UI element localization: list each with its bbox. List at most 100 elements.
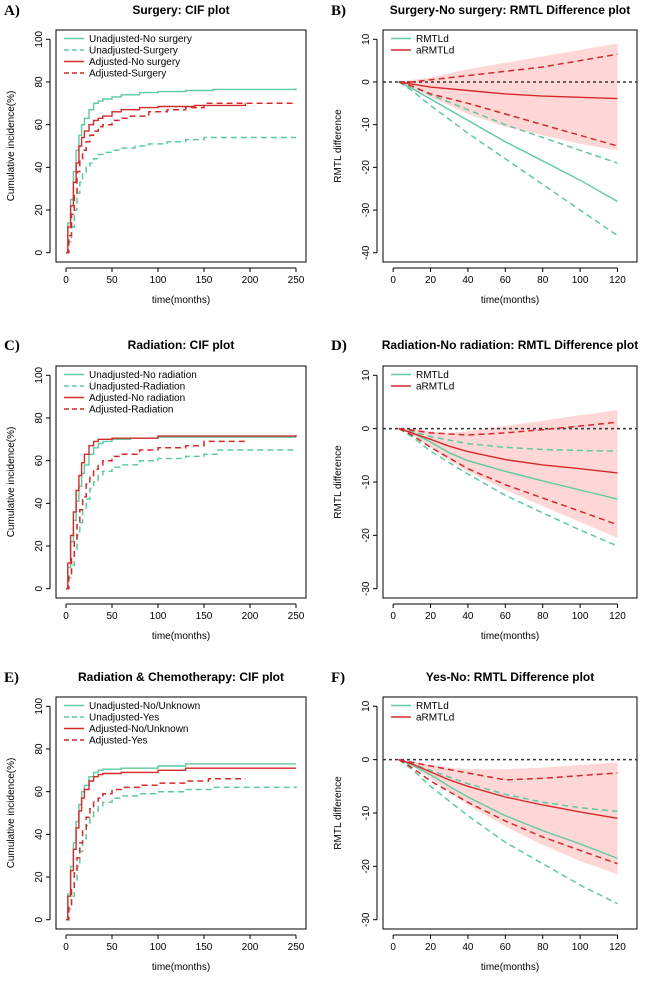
series-line-5 [398,421,618,436]
series-line-3 [66,778,246,921]
y-tick-label: 20 [34,871,45,883]
x-tick-label: 40 [462,942,474,953]
x-tick-label: 100 [150,611,167,622]
y-tick-label: 0 [361,425,372,431]
y-tick-label: 80 [34,76,45,88]
y-axis-label: RMTL difference [333,445,344,519]
confidence-band [398,43,618,151]
y-tick-label: 10 [361,33,372,45]
x-tick-label: 120 [609,275,626,286]
x-tick-label: 100 [150,275,167,286]
series-line-2 [66,435,297,590]
x-axis-label: time(months) [152,295,210,306]
x-tick-label: 250 [288,275,305,286]
series-line-3 [66,439,247,590]
x-tick-label: 60 [500,611,512,622]
x-tick-label: 50 [106,942,118,953]
y-tick-label: -20 [361,160,372,175]
legend-entry: Adjusted-Yes [89,736,148,747]
panel-label: D) [331,338,347,354]
y-tick-label: 100 [34,31,45,48]
panel-b: B) Surgery-No surgery: RMTL Difference pl… [331,3,638,306]
y-axis-label: RMTL difference [333,109,344,183]
x-tick-label: 100 [572,942,589,953]
y-tick-label: 20 [34,204,45,216]
legend-entry: RMTLd [416,701,449,712]
y-tick-label: 40 [34,828,45,840]
y-tick-label: 0 [361,79,372,85]
x-tick-label: 0 [390,275,396,286]
x-tick-label: 0 [63,275,69,286]
plot-frame [382,365,638,599]
panel-d: D) Radiation-No radiation: RMTL Differenc… [331,338,638,642]
x-tick-label: 100 [572,275,589,286]
x-tick-label: 100 [150,942,167,953]
panel-e: E) Radiation & Chemotherapy: CIF plot 0 50 1… [4,670,307,973]
chart-title: Radiation & Chemotherapy: CIF plot [78,670,284,684]
x-tick-label: 80 [537,275,549,286]
x-tick-label: 50 [106,611,118,622]
x-tick-label: 120 [609,942,626,953]
panel-label: C) [4,338,20,354]
x-tick-label: 120 [609,611,626,622]
y-tick-label: -30 [361,581,372,596]
legend-entry: Unadjusted-No radiation [89,370,197,381]
series-line-3 [398,758,618,819]
y-tick-label: -20 [361,528,372,543]
legend: Unadjusted-No/UnknownUnadjusted-YesAdjus… [64,701,200,747]
x-tick-label: 150 [196,942,213,953]
y-tick-label: 80 [34,743,45,755]
legend-entry: Adjusted-Radiation [89,405,174,416]
x-tick-label: 20 [425,275,437,286]
x-tick-label: 250 [288,611,305,622]
series-line-2 [398,81,618,164]
series-line-1 [398,427,618,547]
x-tick-label: 0 [390,942,396,953]
series-line-0 [398,758,618,860]
x-tick-label: 80 [537,611,549,622]
x-tick-label: 150 [196,611,213,622]
plot-frame [55,29,307,263]
y-tick-label: 60 [34,455,45,467]
y-axis-label: RMTL difference [333,776,344,850]
x-tick-label: 60 [500,942,512,953]
legend-entry: Unadjusted-Yes [89,713,159,724]
plot-frame [382,29,638,263]
series-line-2 [398,758,618,813]
y-axis-label: Cumulative incidence(%) [6,427,17,538]
y-tick-label: 100 [34,367,45,384]
panel-label: E) [4,670,19,686]
y-tick-label: -10 [361,805,372,820]
x-tick-label: 60 [500,275,512,286]
x-tick-label: 250 [288,942,305,953]
legend-entry: aRMTLd [416,713,454,724]
x-axis-label: time(months) [481,631,539,642]
series-line-4 [398,758,618,865]
series-line-3 [398,81,618,100]
panel-label: B) [331,3,346,19]
series-line-1 [66,449,296,590]
y-tick-label: 60 [34,119,45,131]
y-tick-label: -40 [361,245,372,260]
x-tick-label: 0 [63,611,69,622]
x-tick-label: 20 [425,611,437,622]
x-tick-label: 150 [196,275,213,286]
y-tick-label: 20 [34,540,45,552]
x-tick-label: 200 [242,275,259,286]
series-line-1 [66,786,297,921]
y-tick-label: 0 [34,250,45,256]
x-tick-label: 50 [106,275,118,286]
y-tick-label: 80 [34,412,45,424]
x-tick-label: 40 [462,275,474,286]
x-tick-label: 200 [242,942,259,953]
y-axis-label: Cumulative incidence(%) [6,91,17,202]
plot-frame [382,696,638,930]
x-axis-label: time(months) [481,295,539,306]
x-axis-label: time(months) [152,631,210,642]
series-line-1 [398,758,618,905]
x-tick-label: 200 [242,611,259,622]
legend-entry: Adjusted-No radiation [89,393,185,404]
